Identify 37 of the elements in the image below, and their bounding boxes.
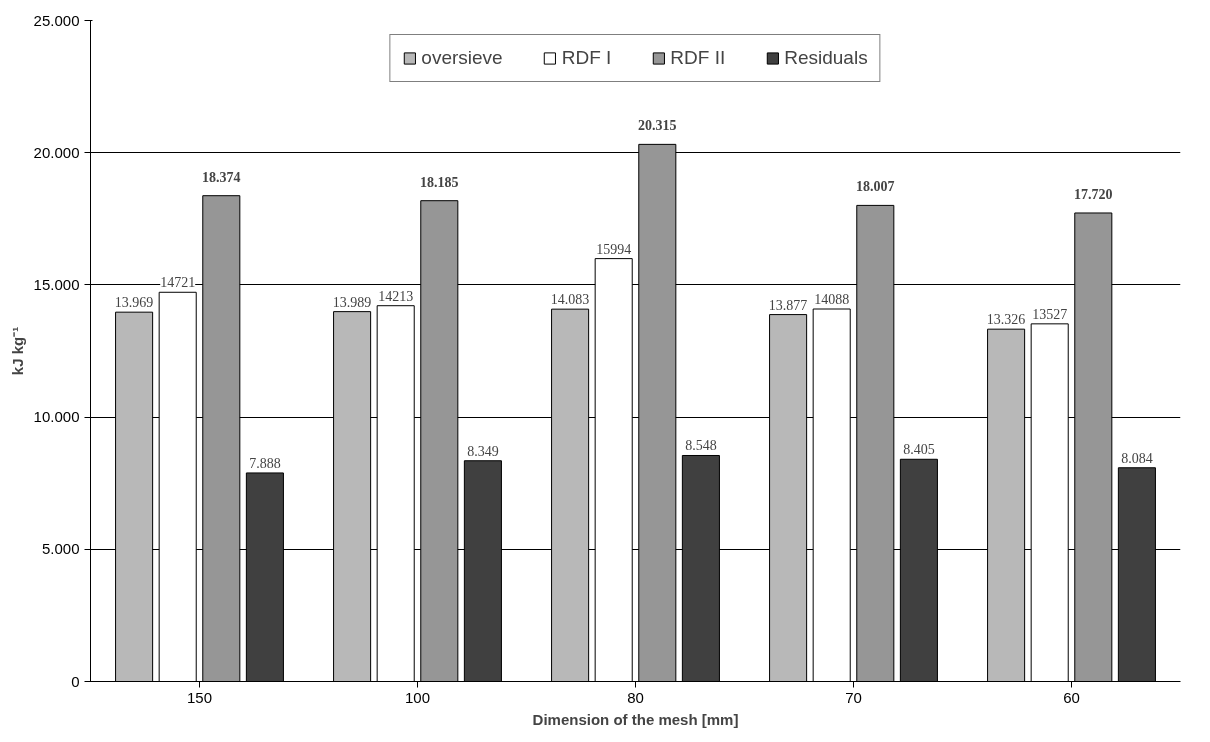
x-tick-label: 70 [845, 688, 862, 706]
data-label: 18.374 [202, 169, 241, 185]
data-label: 13.877 [768, 297, 808, 313]
data-label: 13.969 [114, 295, 154, 311]
data-label: 13.989 [332, 294, 372, 310]
legend-label: RDF II [670, 47, 726, 69]
data-label: 8.405 [903, 442, 935, 458]
y-tick-label: 5.000 [41, 540, 80, 558]
x-tick-label: 150 [186, 688, 213, 706]
legend-label: RDF I [561, 47, 612, 69]
data-label: 13527 [1032, 306, 1068, 322]
y-axis-title: kJ kg⁻¹ [8, 326, 26, 376]
data-label: 14721 [160, 275, 196, 291]
x-tick-label: 80 [627, 688, 644, 706]
data-label: 14213 [378, 288, 414, 304]
data-label: 17.720 [1074, 186, 1113, 202]
x-axis-title: Dimension of the mesh [mm] [532, 710, 739, 728]
y-tick-label: 25.000 [33, 11, 80, 29]
data-label: 18.185 [420, 174, 459, 190]
legend-label: oversieve [421, 47, 503, 69]
data-label: 18.007 [856, 179, 895, 195]
data-label: 13.326 [986, 312, 1026, 328]
y-tick-label: 15.000 [33, 275, 80, 293]
y-tick-label: 20.000 [33, 143, 80, 161]
y-tick-label: 10.000 [33, 408, 80, 426]
data-label: 7.888 [249, 455, 281, 471]
data-label: 15994 [596, 241, 632, 257]
data-label: 8.084 [1121, 450, 1153, 466]
x-tick-label: 100 [404, 688, 431, 706]
y-tick-label: 0 [71, 672, 80, 690]
data-label: 20.315 [638, 118, 677, 134]
data-label: 8.548 [685, 438, 717, 454]
legend-label: Residuals [784, 47, 868, 69]
data-label: 14088 [814, 292, 850, 308]
data-label: 14.083 [550, 292, 590, 308]
x-tick-label: 60 [1063, 688, 1080, 706]
data-label: 8.349 [467, 443, 499, 459]
